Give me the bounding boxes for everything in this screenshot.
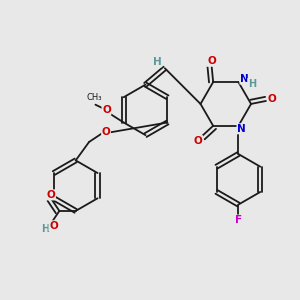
Text: H: H <box>153 57 162 67</box>
Text: O: O <box>102 127 110 136</box>
Text: O: O <box>268 94 276 104</box>
Text: H: H <box>42 224 50 234</box>
Text: F: F <box>235 215 242 225</box>
Text: CH₃: CH₃ <box>86 93 102 102</box>
Text: H: H <box>248 79 256 88</box>
Text: O: O <box>102 105 111 115</box>
Text: O: O <box>207 56 216 66</box>
Text: N: N <box>240 74 249 84</box>
Text: N: N <box>237 124 246 134</box>
Text: O: O <box>194 136 203 146</box>
Text: O: O <box>49 221 58 231</box>
Text: O: O <box>46 190 56 200</box>
